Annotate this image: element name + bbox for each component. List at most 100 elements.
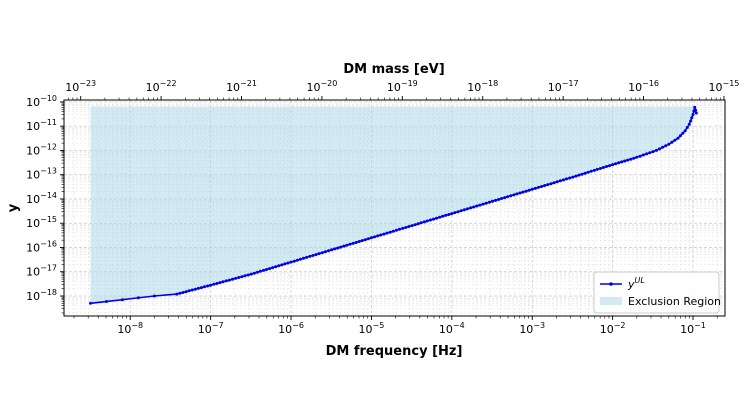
series-yul-point <box>271 266 275 270</box>
series-yul-point <box>407 225 411 228</box>
legend-label-yul-base: y <box>627 278 635 291</box>
series-yul-point <box>664 144 668 148</box>
series-yul-point <box>638 154 642 158</box>
x-tick-label: 10−3 <box>519 321 545 336</box>
y-tick-label-base: 10 <box>26 96 40 109</box>
series-yul-point <box>327 249 330 253</box>
series-yul-point <box>196 286 200 290</box>
series-yul-point <box>456 210 460 214</box>
series-yul-point <box>262 268 265 272</box>
series-yul-point <box>199 286 203 290</box>
series-yul-point <box>694 108 697 112</box>
x-tick-label-base: 10 <box>600 323 614 336</box>
y-tick-label-base: 10 <box>26 266 40 279</box>
series-yul-point <box>181 291 185 294</box>
series-yul-point <box>385 231 389 235</box>
y-tick-label-exp: −18 <box>40 288 57 297</box>
series-yul-point <box>416 222 420 226</box>
x2-tick-label-exp: −22 <box>160 79 177 88</box>
series-yul-point <box>689 119 693 123</box>
legend-exclusion-swatch <box>600 297 622 305</box>
x-tick-label-base: 10 <box>198 323 212 336</box>
series-yul-point <box>234 276 238 280</box>
series-yul-point <box>221 280 225 284</box>
series-yul-point <box>580 172 584 176</box>
series-yul-point <box>654 148 658 152</box>
y-tick-label: 10−18 <box>26 288 57 303</box>
series-yul-point <box>184 290 188 294</box>
series-yul-point <box>472 205 476 209</box>
series-yul-point <box>500 197 504 200</box>
series-yul-point <box>589 169 593 173</box>
ticks-layer: 10−8 10−7 10−6 10−5 10−4 10−3 10−2 10−110−23 10−… <box>26 79 739 336</box>
series-yul-point <box>478 203 482 207</box>
series-yul-point <box>175 292 179 296</box>
series-layer <box>89 105 698 305</box>
x-tick-label: 10−8 <box>117 321 143 336</box>
x-tick-label-exp: −4 <box>453 321 465 330</box>
x2-axis-title: DM mass [eV] <box>343 62 444 77</box>
series-yul-point <box>459 209 463 213</box>
x2-tick-label-exp: −21 <box>240 79 257 88</box>
series-yul-point <box>586 170 590 174</box>
series-yul-point <box>465 207 469 211</box>
series-yul-point <box>678 134 682 138</box>
series-yul-point <box>243 274 247 278</box>
series-yul-point <box>178 291 182 295</box>
y-axis-title: y <box>6 203 21 212</box>
y-tick-label: 10−13 <box>26 167 57 182</box>
series-yul-point <box>193 287 197 291</box>
series-yul-point <box>348 242 352 246</box>
series-yul-point <box>583 171 587 175</box>
x2-tick-label-base: 10 <box>548 81 562 94</box>
x2-tick-label-exp: −17 <box>562 79 579 88</box>
series-yul-point <box>469 206 473 210</box>
y-tick-label: 10−12 <box>26 142 57 157</box>
x2-tick-label: 10−23 <box>65 79 96 94</box>
x2-tick-label: 10−18 <box>467 79 498 94</box>
series-yul-point <box>410 224 414 228</box>
series-yul-point <box>295 258 299 262</box>
series-yul-point <box>379 233 383 237</box>
y-tick-label: 10−14 <box>26 191 57 206</box>
series-yul-point <box>611 163 615 167</box>
series-yul-point <box>203 285 206 289</box>
series-yul-point <box>533 186 537 190</box>
series-yul-point <box>558 179 562 183</box>
x-tick-label-base: 10 <box>519 323 533 336</box>
series-yul-point <box>515 192 519 196</box>
x-tick-label: 10−1 <box>680 321 706 336</box>
x2-tick-label-exp: −18 <box>481 79 498 88</box>
series-yul-point <box>404 226 408 229</box>
y-tick-label-base: 10 <box>26 120 40 133</box>
series-yul-point <box>658 147 661 151</box>
series-yul-point <box>302 256 305 260</box>
series-yul-point <box>447 213 451 216</box>
series-yul-point <box>398 227 401 231</box>
legend-label-yul-sup: UL <box>635 276 645 285</box>
series-yul-point <box>105 300 108 303</box>
series-yul-point <box>673 138 677 142</box>
x-tick-label-base: 10 <box>680 323 694 336</box>
x-tick-label: 10−7 <box>198 321 224 336</box>
series-yul-point <box>484 201 488 205</box>
series-yul-point <box>336 246 340 250</box>
series-yul-point <box>605 165 608 168</box>
x-tick-label-exp: −6 <box>292 321 304 330</box>
series-yul-point <box>685 126 689 129</box>
series-yul-point <box>676 136 680 140</box>
series-yul-point <box>89 301 92 305</box>
series-yul-point <box>320 251 324 255</box>
series-yul-point <box>632 156 636 160</box>
series-yul-point <box>453 211 457 215</box>
series-yul-point <box>521 190 525 194</box>
series-yul-point <box>546 183 550 187</box>
series-yul-point <box>345 243 349 247</box>
series-yul-point <box>537 185 540 189</box>
series-yul-point <box>209 283 213 287</box>
x-tick-label-base: 10 <box>439 323 453 336</box>
series-yul-point <box>425 219 429 223</box>
series-yul-point <box>432 217 435 221</box>
series-yul-point <box>497 198 501 201</box>
